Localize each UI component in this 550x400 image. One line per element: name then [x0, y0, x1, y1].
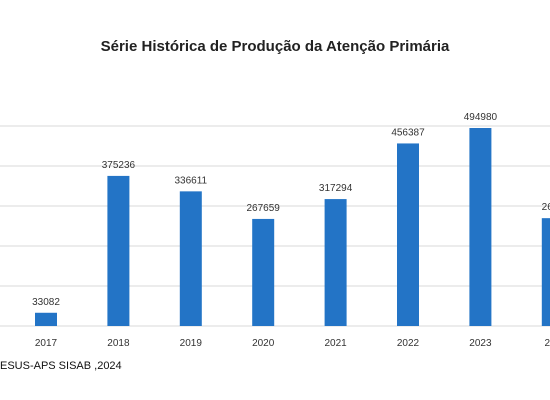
x-tick-2020: 2020	[252, 338, 275, 349]
source-note: ESUS-APS SISAB ,2024	[0, 360, 122, 372]
x-tick-2022: 2022	[397, 338, 420, 349]
gridlines	[0, 125, 550, 327]
x-tick-2021: 2021	[324, 338, 347, 349]
x-tick-2018: 2018	[107, 338, 130, 349]
bar-2021	[324, 199, 347, 326]
bar-2017	[35, 312, 57, 326]
data-label-2021: 317294	[319, 183, 353, 194]
bar-2018	[107, 175, 130, 326]
bar-2020	[252, 218, 275, 326]
data-label-2023: 494980	[464, 112, 498, 123]
x-tick-2017: 2017	[35, 338, 58, 349]
bar-2022	[397, 143, 419, 326]
chart-title: Série Histórica de Produção da Atenção P…	[100, 38, 450, 55]
data-label-2017: 33082	[32, 297, 60, 308]
x-tick-2023: 2023	[469, 338, 492, 349]
data-labels: 33082 375236 336611 267659 317294 456387 49498…	[32, 112, 550, 308]
bar-2024	[541, 218, 550, 326]
data-label-2022: 456387	[391, 127, 425, 138]
data-label-2018: 375236	[102, 160, 136, 171]
bars	[35, 128, 550, 326]
data-label-2019: 336611	[174, 175, 207, 186]
data-label-2024: 2696	[542, 202, 550, 213]
bar-2019	[179, 191, 202, 326]
x-tick-2019: 2019	[180, 338, 203, 349]
bar-2023	[469, 128, 492, 326]
x-tick-2024: 202	[544, 338, 550, 349]
x-tick-labels: 2017 2018 2019 2020 2021 2022 2023 202	[35, 338, 550, 349]
data-label-2020: 267659	[247, 203, 281, 214]
